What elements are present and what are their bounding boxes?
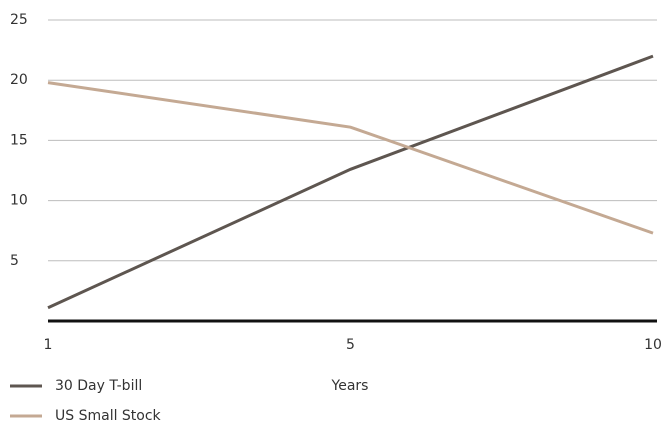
y-tick-label: 10 <box>10 193 28 209</box>
legend-label: US Small Stock <box>55 408 162 424</box>
legend-label: 30 Day T-bill <box>55 378 142 394</box>
x-axis-label: Years <box>331 378 369 394</box>
y-tick-label: 15 <box>10 132 28 148</box>
y-tick-label: 5 <box>10 253 19 269</box>
x-tick-label: 5 <box>346 337 355 353</box>
series-line <box>47 54 654 310</box>
x-tick-label: 10 <box>644 337 661 353</box>
y-tick-label: 25 <box>10 12 28 28</box>
series-line <box>47 81 654 235</box>
x-tick-label: 1 <box>44 337 53 353</box>
y-tick-label: 20 <box>10 72 28 88</box>
